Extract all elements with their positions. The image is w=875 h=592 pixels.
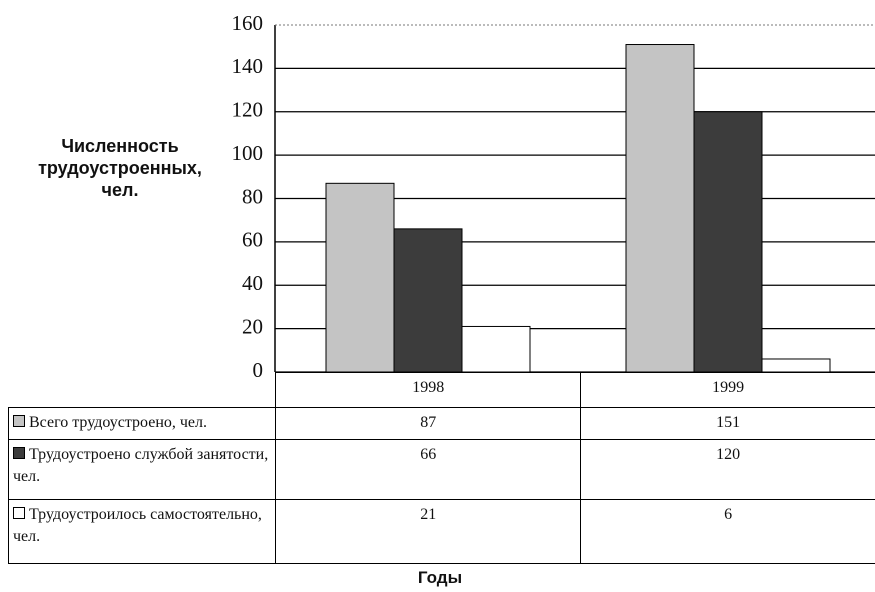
y-axis-label: Численность трудоустроенных, чел.	[38, 136, 202, 200]
table-row: Всего трудоустроено, чел. 87 151	[7, 406, 875, 440]
legend-label: Всего трудоустроено, чел.	[29, 413, 208, 431]
legend-swatch	[13, 506, 25, 519]
bar	[393, 228, 463, 373]
bar	[625, 44, 695, 373]
legend-label: Трудоустроилось самостоятельно, чел.	[13, 505, 262, 545]
table-corner	[8, 372, 277, 408]
x-tick-label: 1999	[580, 372, 875, 408]
y-tick-label: 120	[232, 98, 264, 122]
table-row: Трудоустроено службой занятости, чел. 66 1…	[7, 438, 875, 500]
table-value: 21	[275, 498, 582, 564]
bar	[325, 182, 395, 373]
table-value: 87	[275, 406, 582, 440]
legend-label: Трудоустроено службой занятости, чел.	[13, 445, 269, 485]
y-tick-label: 140	[232, 54, 264, 78]
x-axis-label: Годы	[417, 568, 463, 587]
y-tick-label: 40	[242, 271, 263, 295]
legend-swatch	[13, 446, 25, 459]
table-value: 151	[580, 406, 875, 440]
bar	[761, 358, 831, 373]
table-value: 120	[580, 438, 875, 500]
y-tick-label: 60	[242, 228, 263, 252]
bar	[461, 325, 531, 373]
bar	[693, 111, 763, 373]
table-value: 6	[580, 498, 875, 564]
x-tick-label: 1998	[275, 372, 582, 408]
table-row: Трудоустроилось самостоятельно, чел. 21 6	[7, 498, 875, 564]
legend-swatch	[13, 414, 25, 427]
legend-entry: Трудоустроено службой занятости, чел.	[7, 438, 277, 500]
y-tick-label: 80	[242, 184, 263, 208]
legend-entry: Трудоустроилось самостоятельно, чел.	[7, 498, 277, 564]
table-value: 66	[275, 438, 582, 500]
y-tick-label: 20	[242, 314, 263, 338]
y-tick-label: 160	[232, 11, 264, 35]
table-header-row: 1998 1999	[8, 372, 875, 408]
data-table: 1998 1999 Всего трудоустроено, чел. 87 151 Тр…	[7, 372, 875, 564]
y-tick-label: 100	[232, 141, 264, 165]
legend-entry: Всего трудоустроено, чел.	[7, 406, 277, 440]
y-tick-label: 0	[253, 358, 264, 382]
